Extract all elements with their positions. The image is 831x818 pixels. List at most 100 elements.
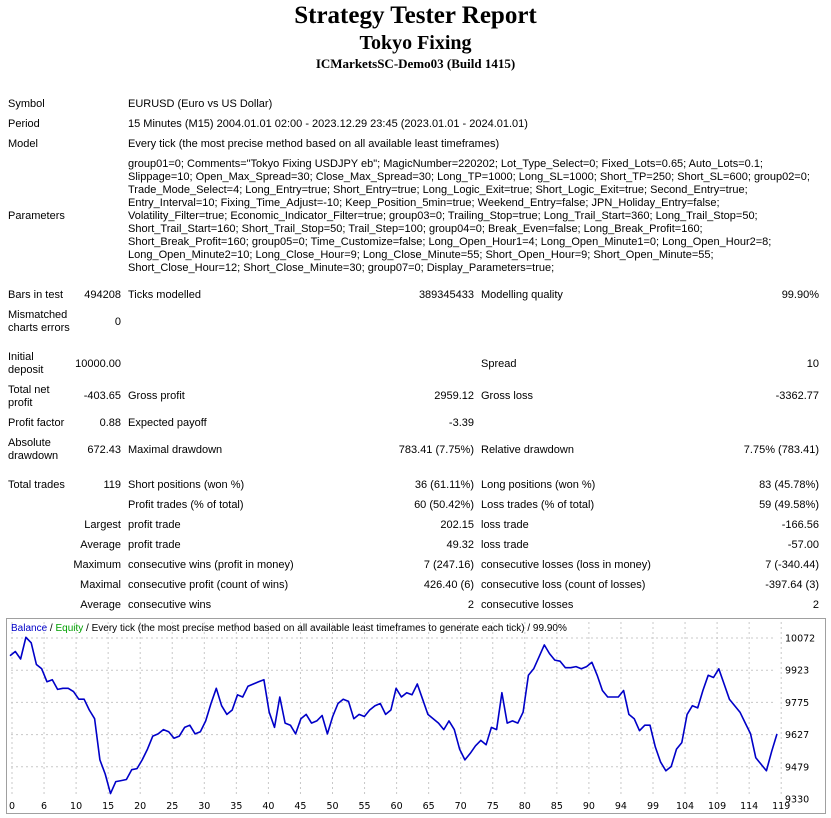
strategy-name: Tokyo Fixing	[359, 32, 472, 54]
maximal-consec-profit-label: consecutive profit (count of wins)	[128, 579, 289, 591]
x-tick-label: 0	[9, 801, 15, 812]
x-tick-label: 10	[70, 801, 82, 812]
avg-consec-wins-label: consecutive wins	[128, 599, 212, 611]
average-profit-label: profit trade	[128, 539, 181, 551]
y-tick-label: 9775	[785, 698, 809, 709]
x-tick-label: 25	[166, 801, 178, 812]
max-consec-losses-label: consecutive losses (loss in money)	[481, 559, 651, 571]
average-consec-label: Average	[80, 599, 121, 611]
x-tick-label: 65	[423, 801, 435, 812]
x-tick-label: 30	[198, 801, 210, 812]
rel-drawdown-value: 7.75% (783.41)	[743, 444, 819, 456]
y-tick-label: 9923	[785, 666, 809, 677]
largest-profit-label: profit trade	[128, 519, 181, 531]
legend-balance: Balance	[11, 623, 48, 634]
chart-legend: Balance / Equity / Every tick (the most …	[11, 623, 567, 634]
x-tick-label: 45	[294, 801, 306, 812]
x-tick-label: 94	[615, 801, 627, 812]
x-tick-label: 75	[487, 801, 499, 812]
x-tick-label: 40	[262, 801, 274, 812]
y-tick-label: 9330	[785, 795, 809, 806]
x-tick-label: 119	[772, 801, 790, 812]
maximal-consec-loss-value: -397.64 (3)	[765, 579, 819, 591]
expected-payoff-value: -3.39	[448, 417, 474, 429]
x-tick-label: 50	[326, 801, 338, 812]
expected-payoff-label: Expected payoff	[128, 417, 207, 429]
symbol-label: Symbol	[8, 98, 45, 110]
max-drawdown-value: 783.41 (7.75%)	[398, 444, 474, 456]
average-loss-label: loss trade	[481, 539, 529, 551]
avg-consec-wins-value: 2	[467, 599, 474, 611]
largest-profit-value: 202.15	[440, 519, 474, 531]
x-tick-label: 55	[359, 801, 371, 812]
mismatch-value: 0	[114, 316, 121, 328]
deposit-value: 10000.00	[75, 358, 121, 370]
legend-equity: Equity	[55, 623, 84, 634]
spread-label: Spread	[481, 358, 517, 370]
bars-label: Bars in test	[8, 289, 64, 301]
legend-sep: /	[47, 623, 56, 634]
ticks-label: Ticks modelled	[128, 289, 201, 301]
largest-loss-value: -166.56	[781, 519, 819, 531]
x-tick-label: 109	[708, 801, 726, 812]
balance-chart-svg: 10072 9923 9775 9627 9479 9330 0 6 10 15 20 25 30 35 4…	[9, 622, 815, 812]
gross-profit-label: Gross profit	[128, 390, 185, 402]
ticks-value: 389345433	[418, 289, 474, 301]
model-value: Every tick (the most precise method base…	[128, 138, 500, 150]
y-tick-label: 9627	[785, 730, 809, 741]
maximal-consec-loss-label: consecutive loss (count of losses)	[481, 579, 646, 591]
server-build: ICMarketsSC-Demo03 (Build 1415)	[315, 56, 516, 71]
x-tick-label: 90	[583, 801, 595, 812]
symbol-value: EURUSD (Euro vs US Dollar)	[128, 98, 273, 110]
avg-consec-losses-label: consecutive losses	[481, 599, 574, 611]
parameters-value: group01=0; Comments="Tokyo Fixing USDJPY…	[128, 158, 810, 274]
gross-profit-value: 2959.12	[434, 390, 474, 402]
profit-trades-value: 60 (50.42%)	[414, 499, 474, 511]
x-tick-label: 70	[455, 801, 467, 812]
loss-trades-label: Loss trades (% of total)	[481, 499, 595, 511]
net-profit-label: Total net profit	[8, 384, 50, 409]
legend-description: / Every tick (the most precise method ba…	[83, 623, 567, 634]
period-label: Period	[8, 118, 40, 130]
quality-value: 99.90%	[781, 289, 819, 301]
profit-factor-value: 0.88	[99, 417, 121, 429]
gross-loss-label: Gross loss	[481, 390, 533, 402]
report-title: Strategy Tester Report	[294, 2, 537, 29]
avg-consec-losses-value: 2	[812, 599, 819, 611]
model-label: Model	[8, 138, 38, 150]
rel-drawdown-label: Relative drawdown	[481, 444, 574, 456]
net-profit-value: -403.65	[83, 390, 121, 402]
x-tick-label: 6	[41, 801, 47, 812]
maximal-label: Maximal	[80, 579, 121, 591]
abs-drawdown-value: 672.43	[87, 444, 121, 456]
total-trades-value: 119	[103, 479, 121, 491]
gross-loss-value: -3362.77	[775, 390, 819, 402]
long-positions-value: 83 (45.78%)	[759, 479, 819, 491]
x-tick-label: 85	[551, 801, 563, 812]
profit-factor-label: Profit factor	[8, 417, 65, 429]
x-tick-label: 35	[230, 801, 242, 812]
largest-label: Largest	[84, 519, 121, 531]
long-positions-label: Long positions (won %)	[481, 479, 596, 491]
short-positions-value: 36 (61.11%)	[414, 479, 474, 491]
x-tick-label: 80	[519, 801, 531, 812]
x-tick-label: 20	[134, 801, 146, 812]
max-consec-wins-value: 7 (247.16)	[423, 559, 474, 571]
x-tick-label: 60	[391, 801, 403, 812]
spread-value: 10	[806, 358, 819, 370]
balance-series-line	[9, 636, 778, 795]
x-tick-label: 114	[740, 801, 758, 812]
deposit-label: Initial deposit	[8, 351, 44, 376]
max-consec-wins-label: consecutive wins (profit in money)	[128, 559, 294, 571]
balance-chart: 10072 9923 9775 9627 9479 9330 0 6 10 15 20 25 30 35 4…	[6, 618, 826, 814]
largest-loss-label: loss trade	[481, 519, 529, 531]
average-label: Average	[80, 539, 121, 551]
x-tick-label: 15	[102, 801, 114, 812]
maximum-label: Maximum	[73, 559, 121, 571]
average-profit-value: 49.32	[446, 539, 474, 551]
x-tick-label: 99	[647, 801, 659, 812]
quality-label: Modelling quality	[481, 289, 563, 301]
maximal-consec-profit-value: 426.40 (6)	[423, 579, 474, 591]
max-consec-losses-value: 7 (-340.44)	[765, 559, 819, 571]
max-drawdown-label: Maximal drawdown	[128, 444, 223, 456]
